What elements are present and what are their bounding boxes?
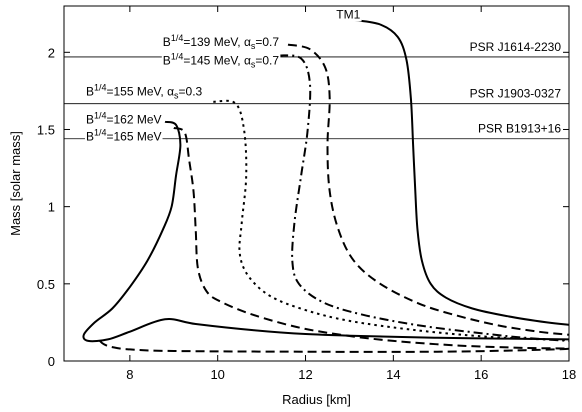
y-tick-label: 0 bbox=[48, 354, 55, 369]
curve-label-value: =139 MeV, bbox=[183, 35, 244, 49]
curve-label-background bbox=[161, 51, 281, 70]
curve-label-background bbox=[84, 127, 163, 144]
curve-label-main: B bbox=[163, 35, 171, 49]
x-tick-label: 18 bbox=[562, 367, 576, 382]
curve-label-superscript: 1/4 bbox=[171, 33, 184, 43]
curve-label-text: B1/4=155 MeV, αs=0.3 bbox=[86, 83, 203, 101]
y-tick-label: 1.5 bbox=[37, 122, 55, 137]
curve-label: B1/4=155 MeV, αs=0.3 bbox=[84, 82, 204, 101]
curves bbox=[82, 18, 571, 353]
curve-label-text: B1/4=139 MeV, αs=0.7 bbox=[163, 33, 280, 51]
x-tick-label: 12 bbox=[298, 367, 312, 382]
curve-label-value: =165 MeV bbox=[106, 129, 161, 143]
curve-label-superscript: 1/4 bbox=[94, 110, 107, 120]
x-tick-label: 14 bbox=[386, 367, 400, 382]
curve-label-background bbox=[161, 33, 281, 52]
curve-line bbox=[287, 43, 570, 336]
alpha-symbol: α bbox=[244, 35, 251, 49]
curve-label-value: =145 MeV, bbox=[183, 54, 244, 68]
curve-label-superscript: 1/4 bbox=[94, 127, 107, 137]
y-tick-label: 1 bbox=[48, 200, 55, 215]
alpha-subscript: s bbox=[251, 41, 256, 51]
curve-line bbox=[82, 120, 570, 343]
curve-label: B1/4=145 MeV, αs=0.7 bbox=[161, 51, 281, 70]
curve-label-background bbox=[84, 82, 204, 101]
reference-line-label: PSR J1614-2230 bbox=[470, 40, 562, 54]
curve-label: TM1 bbox=[335, 7, 362, 22]
x-tick-label: 8 bbox=[126, 367, 133, 382]
curve-label-value: =155 MeV, bbox=[106, 85, 167, 99]
y-axis-label: Mass [solar mass] bbox=[8, 131, 23, 236]
curve-line bbox=[279, 54, 570, 342]
x-tick-label: 10 bbox=[210, 367, 224, 382]
alpha-symbol: α bbox=[244, 54, 251, 68]
curve-label-main: TM1 bbox=[336, 7, 360, 21]
curve-label-text: B1/4=162 MeV bbox=[86, 110, 162, 126]
curve-line bbox=[353, 18, 570, 326]
alpha-value: =0.7 bbox=[255, 35, 279, 49]
curve-label: B1/4=165 MeV bbox=[84, 127, 163, 144]
curve-label-value: =162 MeV bbox=[106, 112, 161, 126]
y-tick-label: 2 bbox=[48, 45, 55, 60]
curve-label-main: B bbox=[86, 112, 94, 126]
curve-label-main: B bbox=[86, 129, 94, 143]
curve-label: B1/4=162 MeV bbox=[84, 110, 163, 127]
y-tick-label: 0.5 bbox=[37, 277, 55, 292]
alpha-subscript: s bbox=[251, 60, 256, 70]
x-axis-label: Radius [km] bbox=[282, 392, 351, 407]
curve-line bbox=[98, 126, 571, 353]
curve-label: B1/4=139 MeV, αs=0.7 bbox=[161, 33, 281, 52]
x-tick-label: 16 bbox=[474, 367, 488, 382]
curve-label-main: B bbox=[86, 85, 94, 99]
curve-label-background bbox=[335, 7, 362, 22]
curve-label-superscript: 1/4 bbox=[171, 52, 184, 62]
curve-label-superscript: 1/4 bbox=[94, 83, 107, 93]
alpha-value: =0.3 bbox=[179, 85, 203, 99]
reference-line-label: PSR J1903-0327 bbox=[470, 87, 562, 101]
alpha-value: =0.7 bbox=[255, 54, 279, 68]
curve-label-text: B1/4=165 MeV bbox=[86, 127, 162, 143]
plot-frame bbox=[63, 5, 570, 362]
curve-label-main: B bbox=[163, 54, 171, 68]
reference-line-label: PSR B1913+16 bbox=[478, 122, 561, 136]
curve-label-text: TM1 bbox=[336, 7, 360, 21]
axis-ticks: 8 10 12 14 16 18 0 0.5 1 1.5 2 bbox=[37, 6, 576, 382]
alpha-subscript: s bbox=[174, 91, 179, 101]
curve-label-background bbox=[84, 110, 163, 127]
curve-label-text: B1/4=145 MeV, αs=0.7 bbox=[163, 52, 280, 70]
alpha-symbol: α bbox=[167, 85, 174, 99]
